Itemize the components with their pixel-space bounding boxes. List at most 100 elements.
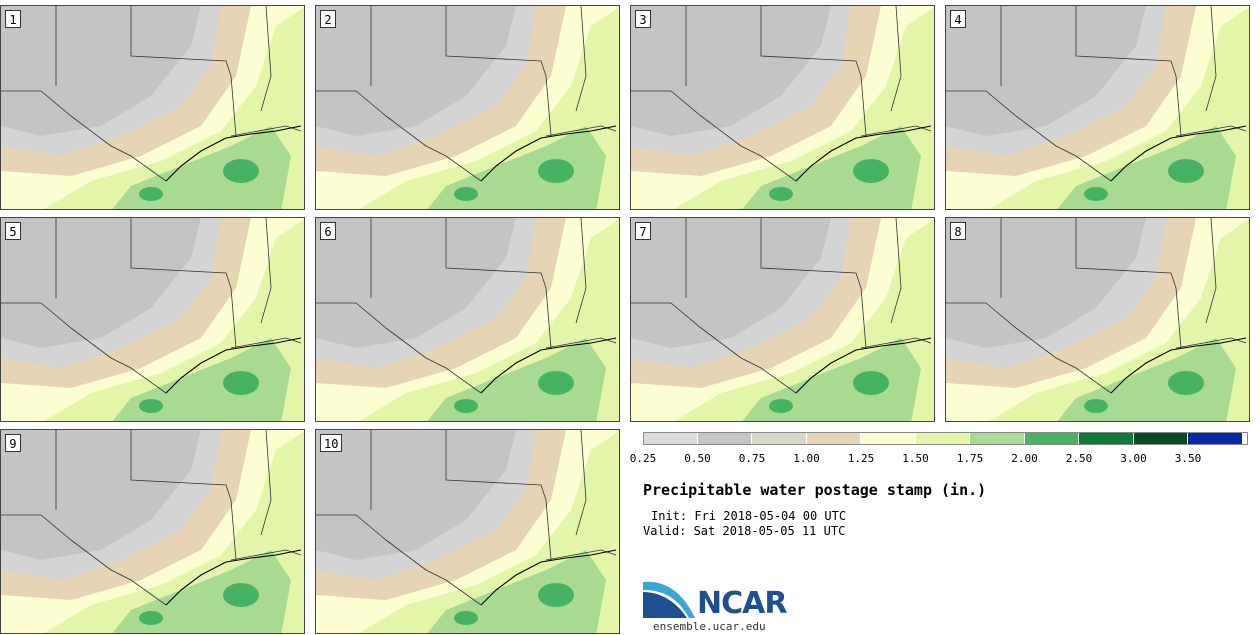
dry-region <box>946 6 1146 136</box>
state-border <box>316 430 617 606</box>
precipitable-water-map <box>316 6 619 209</box>
colorbar-tick-label: 0.50 <box>684 452 711 465</box>
member-number: 4 <box>950 10 966 28</box>
state-border <box>1 430 302 606</box>
member-number: 10 <box>320 434 343 452</box>
ensemble-member-panel: 10 <box>315 429 620 634</box>
moist-core <box>853 371 889 395</box>
logo-wordmark: NCAR <box>697 586 787 621</box>
coastline <box>165 337 302 394</box>
dry-region <box>946 218 1146 348</box>
precipitable-water-map <box>631 218 934 421</box>
dry-region <box>316 218 516 348</box>
colorbar-segment <box>1188 432 1243 445</box>
state-border <box>1 6 302 182</box>
state-border <box>946 218 1247 394</box>
moist-core <box>139 187 163 201</box>
colorbar-segment <box>806 432 861 445</box>
member-number: 1 <box>5 10 21 28</box>
dry-region <box>316 430 516 560</box>
moist-core <box>223 159 259 183</box>
ensemble-member-panel: 2 <box>315 5 620 210</box>
dry-region <box>631 6 831 136</box>
coastline <box>165 125 302 182</box>
moist-core <box>853 159 889 183</box>
moist-core <box>538 583 574 607</box>
moist-core <box>1168 159 1204 183</box>
colorbar-segment <box>1133 432 1188 445</box>
dry-region <box>1 218 201 348</box>
precipitable-water-map <box>631 6 934 209</box>
moist-core <box>1084 399 1108 413</box>
valid-time: Valid: Sat 2018-05-05 11 UTC <box>643 524 846 538</box>
colorbar-segment <box>643 432 698 445</box>
coastline <box>480 549 617 606</box>
colorbar-tick-label: 1.00 <box>793 452 820 465</box>
ensemble-member-panel: 3 <box>630 5 935 210</box>
colorbar-tick-label: 1.25 <box>847 452 875 465</box>
ensemble-member-panel: 4 <box>945 5 1250 210</box>
colorbar-ticks: 0.25 0.50 0.75 1.00 1.25 1.50 1.75 2.00 2.50 3.00… <box>630 452 1260 466</box>
moist-core <box>1168 371 1204 395</box>
moist-core <box>223 371 259 395</box>
colorbar-tick-label: 1.75 <box>956 452 984 465</box>
precipitable-water-map <box>946 218 1249 421</box>
colorbar-tick-label: 3.00 <box>1120 452 1147 465</box>
ensemble-member-panel: 9 <box>0 429 305 634</box>
moist-core <box>139 399 163 413</box>
member-number: 6 <box>320 222 336 240</box>
dry-region <box>1 6 201 136</box>
moist-core <box>1084 187 1108 201</box>
state-border <box>631 6 932 182</box>
precipitable-water-map <box>1 6 304 209</box>
member-number: 5 <box>5 222 21 240</box>
colorbar-segment <box>861 432 916 445</box>
ncar-logo-icon <box>643 581 695 618</box>
moist-core <box>538 371 574 395</box>
coastline <box>1110 125 1247 182</box>
dry-region <box>1 430 201 560</box>
colorbar-tick-label: 3.50 <box>1174 452 1202 465</box>
member-number: 8 <box>950 222 966 240</box>
coastline <box>795 125 932 182</box>
ensemble-member-panel: 7 <box>630 217 935 422</box>
member-number: 2 <box>320 10 336 28</box>
dry-region <box>631 218 831 348</box>
member-number: 7 <box>635 222 651 240</box>
colorbar-segment <box>697 432 752 445</box>
precipitable-water-map <box>1 218 304 421</box>
precipitable-water-map <box>316 218 619 421</box>
coastline <box>1110 337 1247 394</box>
moist-core <box>769 187 793 201</box>
colorbar-tick-label: 2.50 <box>1065 452 1093 465</box>
state-border <box>316 218 617 394</box>
moist-core <box>454 187 478 201</box>
colorbar-segment <box>915 432 970 445</box>
moist-core <box>139 611 163 625</box>
state-border <box>1 218 302 394</box>
colorbar <box>643 432 1243 445</box>
coastline <box>165 549 302 606</box>
precipitable-water-map <box>1 430 304 633</box>
moist-core <box>454 611 478 625</box>
state-border <box>316 6 617 182</box>
moist-core <box>223 583 259 607</box>
dry-region <box>316 6 516 136</box>
moist-core <box>769 399 793 413</box>
ensemble-member-panel: 8 <box>945 217 1250 422</box>
init-time: Init: Fri 2018-05-04 00 UTC <box>651 509 847 523</box>
moist-core <box>454 399 478 413</box>
coastline <box>480 125 617 182</box>
state-border <box>946 6 1247 182</box>
precipitable-water-map <box>946 6 1249 209</box>
colorbar-tick-label: 2.00 <box>1011 452 1038 465</box>
state-border <box>631 218 932 394</box>
colorbar-segment <box>1079 432 1134 445</box>
coastline <box>480 337 617 394</box>
precipitable-water-map <box>316 430 619 633</box>
ensemble-member-panel: 5 <box>0 217 305 422</box>
chart-title: Precipitable water postage stamp (in.) <box>643 481 987 499</box>
ensemble-member-panel: 1 <box>0 5 305 210</box>
colorbar-segment <box>752 432 807 445</box>
member-number: 3 <box>635 10 651 28</box>
